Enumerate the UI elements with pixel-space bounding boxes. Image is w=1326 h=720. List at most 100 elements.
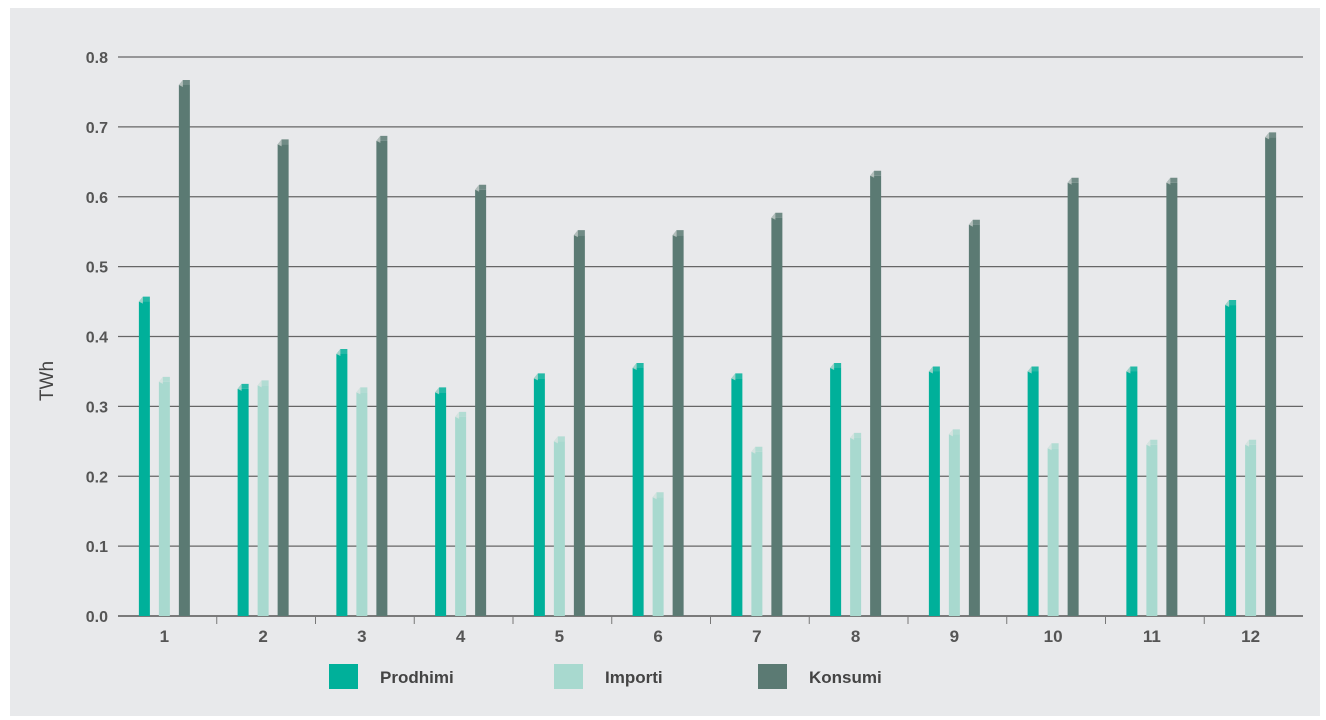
bar-importi xyxy=(751,451,763,616)
bar-prodhimi xyxy=(533,378,545,616)
bar-cap-highlight xyxy=(1166,177,1171,185)
bar-konsumi xyxy=(178,84,190,616)
x-tick-label: 1 xyxy=(160,627,169,646)
bar-cap-highlight xyxy=(731,373,736,381)
bar-cap-highlight xyxy=(1067,177,1072,185)
bar-importi xyxy=(652,497,664,616)
bar-importi xyxy=(553,441,565,616)
bar-cap-highlight xyxy=(948,429,953,437)
bar-cap-highlight xyxy=(1047,443,1052,451)
bar-cap-highlight xyxy=(257,380,262,388)
x-tick-label: 7 xyxy=(752,627,761,646)
bar-cap-highlight xyxy=(336,348,341,356)
bar-cap-highlight xyxy=(830,362,835,370)
legend-label-prodhimi: Prodhimi xyxy=(380,668,454,687)
y-tick-label: 0.5 xyxy=(86,260,108,277)
x-tick-label: 11 xyxy=(1143,627,1161,646)
bar-konsumi xyxy=(376,140,388,616)
bar-cap-highlight xyxy=(672,230,677,238)
x-tick-label: 8 xyxy=(851,627,860,646)
bar-importi xyxy=(948,434,960,616)
y-tick-label: 0.6 xyxy=(86,190,108,207)
bar-cap-highlight xyxy=(870,170,875,178)
bar-importi xyxy=(1047,448,1059,616)
bar-prodhimi xyxy=(1027,371,1039,616)
bar-cap-highlight xyxy=(237,383,242,391)
bar-prodhimi xyxy=(830,367,842,616)
bar-cap-highlight xyxy=(475,184,480,192)
bar-konsumi xyxy=(771,217,783,616)
bar-importi xyxy=(158,381,170,616)
bar-konsumi xyxy=(1265,137,1277,616)
bar-cap-highlight xyxy=(455,411,460,419)
x-tick-label: 2 xyxy=(258,627,267,646)
bar-importi xyxy=(1245,444,1257,616)
x-tick-label: 12 xyxy=(1241,627,1260,646)
x-tick-label: 5 xyxy=(555,627,564,646)
x-tick-label: 10 xyxy=(1044,627,1063,646)
legend-swatch-konsumi xyxy=(758,664,787,689)
x-tick-label: 6 xyxy=(653,627,662,646)
bar-cap-highlight xyxy=(356,387,361,395)
bar-importi xyxy=(356,392,368,616)
bar-cap-highlight xyxy=(1126,366,1131,374)
bar-prodhimi xyxy=(237,388,249,616)
y-tick-label: 0.3 xyxy=(86,399,108,416)
chart-panel xyxy=(10,8,1320,716)
legend-label-importi: Importi xyxy=(605,668,663,687)
bar-cap-highlight xyxy=(533,373,538,381)
bar-cap-highlight xyxy=(968,219,973,227)
bar-konsumi xyxy=(277,144,289,616)
bar-cap-highlight xyxy=(158,376,163,384)
y-tick-label: 0.7 xyxy=(86,120,108,137)
bar-cap-highlight xyxy=(1146,439,1151,447)
bar-konsumi xyxy=(968,224,980,616)
bar-importi xyxy=(257,385,269,616)
bar-konsumi xyxy=(672,235,684,616)
y-tick-label: 0.4 xyxy=(86,330,108,347)
bar-cap-highlight xyxy=(1027,366,1032,374)
x-tick-label: 3 xyxy=(357,627,366,646)
bar-prodhimi xyxy=(336,353,348,616)
bar-cap-highlight xyxy=(928,366,933,374)
bar-cap-highlight xyxy=(771,212,776,220)
bar-importi xyxy=(850,437,862,616)
y-tick-label: 0.8 xyxy=(86,50,108,67)
bar-cap-highlight xyxy=(138,296,143,304)
y-tick-label: 0.1 xyxy=(86,539,108,556)
bar-cap-highlight xyxy=(632,362,637,370)
bar-cap-highlight xyxy=(573,230,578,238)
x-axis: 1 2 3 4 5 6 7 8 9 10 11 12 xyxy=(160,616,1260,646)
bar-prodhimi xyxy=(1126,371,1138,616)
legend-label-konsumi: Konsumi xyxy=(809,668,882,687)
bar-prodhimi xyxy=(138,301,150,616)
bars xyxy=(138,79,1277,616)
bar-cap-highlight xyxy=(1265,132,1270,140)
gridlines xyxy=(118,56,1303,617)
bar-prodhimi xyxy=(1225,305,1237,616)
bar-cap-highlight xyxy=(652,492,657,500)
bar-cap-highlight xyxy=(1225,300,1230,308)
legend-swatch-prodhimi xyxy=(329,664,358,689)
bar-prodhimi xyxy=(435,392,447,616)
bar-konsumi xyxy=(1166,182,1178,616)
legend: Prodhimi Importi Konsumi xyxy=(329,664,882,689)
bar-cap-highlight xyxy=(376,135,381,143)
bar-cap-highlight xyxy=(1245,439,1250,447)
bar-prodhimi xyxy=(632,367,644,616)
bar-konsumi xyxy=(1067,182,1079,616)
x-tick-label: 9 xyxy=(950,627,959,646)
bar-cap-highlight xyxy=(277,139,282,147)
bar-importi xyxy=(1146,444,1158,616)
bar-cap-highlight xyxy=(553,436,558,444)
x-tick-label: 4 xyxy=(456,627,466,646)
bar-cap-highlight xyxy=(850,432,855,440)
legend-swatch-importi xyxy=(554,664,583,689)
bar-cap-highlight xyxy=(435,387,440,395)
bar-konsumi xyxy=(573,235,585,616)
y-tick-label: 0.0 xyxy=(86,609,108,626)
y-axis-label: TWh xyxy=(37,361,58,401)
bar-cap-highlight xyxy=(751,446,756,454)
y-tick-label: 0.2 xyxy=(86,469,108,486)
